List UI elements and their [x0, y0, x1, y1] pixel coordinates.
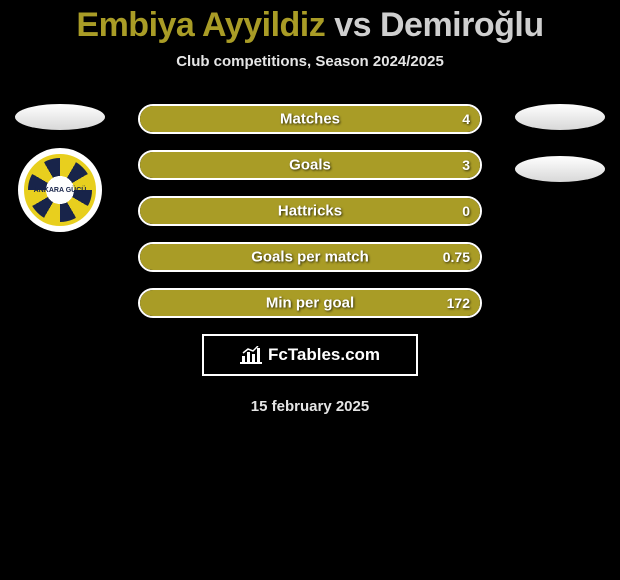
placeholder-ellipse — [515, 104, 605, 130]
stat-value-right: 4 — [462, 111, 470, 127]
stat-bar: Matches 4 — [138, 104, 482, 134]
date-text: 15 february 2025 — [0, 398, 620, 415]
brand-box[interactable]: FcTables.com — [202, 334, 418, 376]
player1-name: Embiya Ayyildiz — [76, 6, 325, 44]
stat-value-right: 172 — [447, 295, 470, 311]
stat-bars: Matches 4 Goals 3 Hattricks 0 Goals per match 0… — [138, 104, 482, 318]
stat-label: Hattricks — [278, 203, 342, 220]
brand-text: FcTables.com — [268, 345, 380, 365]
stat-label: Goals — [289, 157, 331, 174]
stat-value-right: 0.75 — [443, 249, 470, 265]
comparison-title: Embiya Ayyildiz vs Demiroğlu — [0, 0, 620, 45]
stat-label: Matches — [280, 111, 340, 128]
stat-label: Min per goal — [266, 295, 354, 312]
subtitle: Club competitions, Season 2024/2025 — [0, 53, 620, 70]
stat-label: Goals per match — [251, 249, 369, 266]
right-column — [500, 104, 620, 194]
stat-bar: Goals per match 0.75 — [138, 242, 482, 272]
club-badge-ankaragucu — [18, 148, 102, 232]
chart-icon — [240, 346, 262, 364]
stat-bar: Hattricks 0 — [138, 196, 482, 226]
vs-text: vs — [334, 6, 371, 44]
stat-bar: Goals 3 — [138, 150, 482, 180]
placeholder-ellipse — [15, 104, 105, 130]
left-column — [0, 104, 120, 232]
stat-bar: Min per goal 172 — [138, 288, 482, 318]
player2-name: Demiroğlu — [380, 6, 544, 44]
stat-value-right: 0 — [462, 203, 470, 219]
stat-value-right: 3 — [462, 157, 470, 173]
content-area: Matches 4 Goals 3 Hattricks 0 Goals per match 0… — [0, 104, 620, 415]
placeholder-ellipse — [515, 156, 605, 182]
